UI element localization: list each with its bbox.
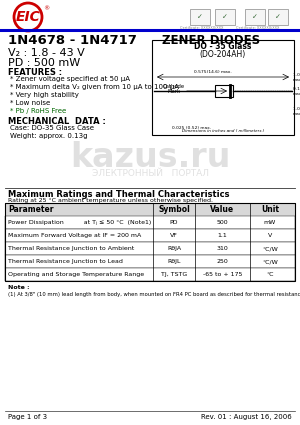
Text: 0.025 (0.52) max.: 0.025 (0.52) max. xyxy=(172,126,211,130)
Text: (DO-204AH): (DO-204AH) xyxy=(200,50,246,59)
Bar xyxy=(245,9,265,25)
Text: °C: °C xyxy=(266,272,274,277)
Text: RθJA: RθJA xyxy=(167,246,181,251)
Text: °C/W: °C/W xyxy=(262,259,278,264)
Text: * Low noise: * Low noise xyxy=(10,100,50,106)
Bar xyxy=(268,9,288,25)
Text: Note :: Note : xyxy=(8,285,30,290)
Text: 1.00 (25.4)
max.: 1.00 (25.4) max. xyxy=(293,107,300,116)
Text: Page 1 of 3: Page 1 of 3 xyxy=(8,414,47,420)
Text: ✓: ✓ xyxy=(275,14,281,20)
Text: ZENER DIODES: ZENER DIODES xyxy=(162,34,260,47)
Text: RθJL: RθJL xyxy=(167,259,181,264)
Text: * Very high stability: * Very high stability xyxy=(10,92,79,98)
Text: Certificate: XXXXXX/XXX: Certificate: XXXXXX/XXX xyxy=(236,26,280,30)
Text: kazus.ru: kazus.ru xyxy=(70,141,230,173)
Text: Symbol: Symbol xyxy=(158,205,190,214)
Text: Maximum Ratings and Thermal Characteristics: Maximum Ratings and Thermal Characterist… xyxy=(8,190,230,199)
Bar xyxy=(215,85,233,97)
Text: FEATURES :: FEATURES : xyxy=(8,68,62,77)
Text: PD : 500 mW: PD : 500 mW xyxy=(8,58,80,68)
Text: * Pb / RoHS Free: * Pb / RoHS Free xyxy=(10,108,66,114)
Text: mW: mW xyxy=(264,220,276,225)
Text: Value: Value xyxy=(210,205,235,214)
Text: Maximum Forward Voltage at IF = 200 mA: Maximum Forward Voltage at IF = 200 mA xyxy=(8,233,141,238)
Bar xyxy=(5,229,295,242)
Text: ®: ® xyxy=(43,6,49,11)
Text: Weight: approx. 0.13g: Weight: approx. 0.13g xyxy=(10,133,88,139)
Text: Power Dissipation          at Tⱼ ≤ 50 °C  (Note1): Power Dissipation at Tⱼ ≤ 50 °C (Note1) xyxy=(8,220,151,225)
Text: VF: VF xyxy=(170,233,178,238)
Text: 0.150 (3.8)
max.: 0.150 (3.8) max. xyxy=(293,87,300,96)
Text: Thermal Resistance Junction to Ambient: Thermal Resistance Junction to Ambient xyxy=(8,246,134,251)
Text: PD: PD xyxy=(170,220,178,225)
Text: Certificate: XXXXXX/XXX: Certificate: XXXXXX/XXX xyxy=(180,26,224,30)
Bar xyxy=(152,40,294,135)
Text: EIC: EIC xyxy=(16,10,41,24)
Text: 1.1: 1.1 xyxy=(218,233,227,238)
Text: 500: 500 xyxy=(217,220,228,225)
Text: * Zener voltage specified at 50 μA: * Zener voltage specified at 50 μA xyxy=(10,76,130,82)
Text: Parameter: Parameter xyxy=(8,205,53,214)
Text: Thermal Resistance Junction to Lead: Thermal Resistance Junction to Lead xyxy=(8,259,123,264)
Bar xyxy=(5,203,295,281)
Text: TJ, TSTG: TJ, TSTG xyxy=(161,272,187,277)
Bar xyxy=(215,9,235,25)
Text: 0.575(14.6) max.: 0.575(14.6) max. xyxy=(194,70,232,74)
Text: Rating at 25 °C ambient temperature unless otherwise specified.: Rating at 25 °C ambient temperature unle… xyxy=(8,198,213,203)
Text: Operating and Storage Temperature Range: Operating and Storage Temperature Range xyxy=(8,272,144,277)
Text: ✓: ✓ xyxy=(197,14,203,20)
Text: 1N4678 - 1N4717: 1N4678 - 1N4717 xyxy=(8,34,137,47)
Bar xyxy=(5,216,295,229)
Text: °C/W: °C/W xyxy=(262,246,278,251)
Bar xyxy=(190,9,210,25)
Text: 1.00 (25.4)
max.: 1.00 (25.4) max. xyxy=(293,73,300,82)
Text: ✓: ✓ xyxy=(222,14,228,20)
Text: ✓: ✓ xyxy=(252,14,258,20)
Text: Dimensions in inches and ( millimeters ): Dimensions in inches and ( millimeters ) xyxy=(182,129,264,133)
Bar xyxy=(5,268,295,281)
Text: MECHANICAL  DATA :: MECHANICAL DATA : xyxy=(8,117,106,126)
Bar xyxy=(5,255,295,268)
Bar xyxy=(5,203,295,216)
Text: (1) At 3/8" (10 mm) lead length from body, when mounted on FR4 PC board as descr: (1) At 3/8" (10 mm) lead length from bod… xyxy=(8,292,300,297)
Text: Rev. 01 : August 16, 2006: Rev. 01 : August 16, 2006 xyxy=(201,414,292,420)
Text: DO - 35 Glass: DO - 35 Glass xyxy=(194,42,252,51)
Text: 250: 250 xyxy=(217,259,228,264)
Text: V₂ : 1.8 - 43 V: V₂ : 1.8 - 43 V xyxy=(8,48,85,58)
Text: V: V xyxy=(268,233,272,238)
Text: ЭЛЕКТРОННЫЙ   ПОРТАЛ: ЭЛЕКТРОННЫЙ ПОРТАЛ xyxy=(92,168,208,178)
Text: * Maximum delta V₂ given from 10 μA to 100 μA: * Maximum delta V₂ given from 10 μA to 1… xyxy=(10,84,179,90)
Text: Unit: Unit xyxy=(261,205,279,214)
Text: Case: DO-35 Glass Case: Case: DO-35 Glass Case xyxy=(10,125,94,131)
Bar xyxy=(5,242,295,255)
Text: -65 to + 175: -65 to + 175 xyxy=(203,272,242,277)
Text: Cathode
Mark: Cathode Mark xyxy=(163,84,185,94)
Text: 310: 310 xyxy=(217,246,228,251)
